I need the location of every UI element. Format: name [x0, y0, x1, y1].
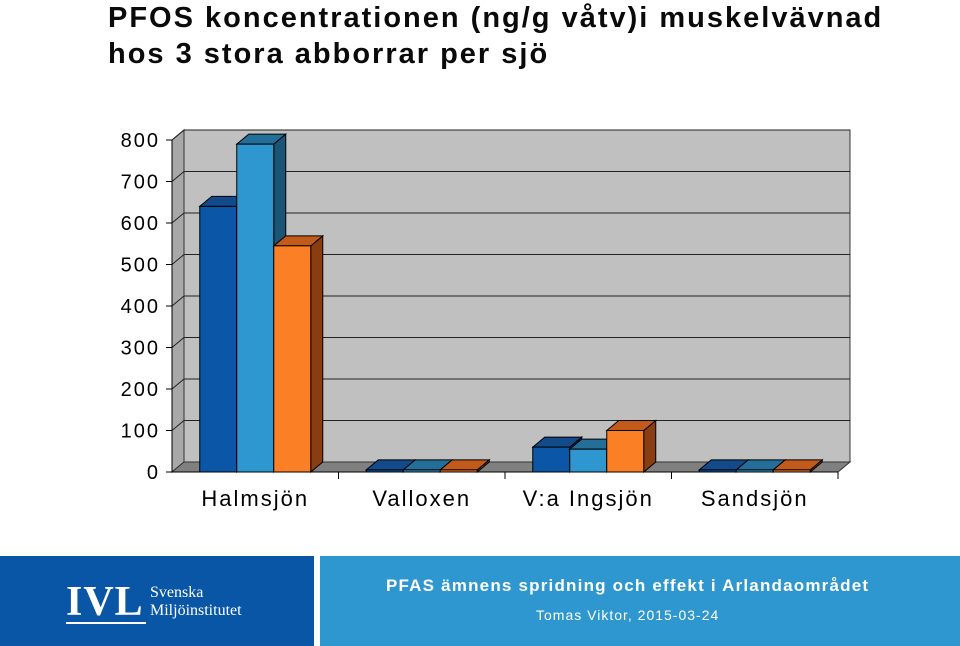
bar-side — [310, 234, 324, 474]
y-tick-label: 800 — [121, 130, 160, 152]
gridline-side — [171, 337, 185, 348]
logo-line-2: Miljöinstitutet — [150, 602, 242, 619]
x-tick-label: Halmsjön — [201, 486, 309, 511]
ivl-logo-underline — [66, 622, 146, 624]
bar — [273, 245, 312, 473]
bar — [772, 469, 811, 473]
y-tick-label: 700 — [121, 172, 160, 194]
ivl-logo: IVL — [66, 579, 144, 625]
y-tick-label: 400 — [121, 296, 160, 318]
bar — [236, 143, 275, 473]
ivl-logo-text: Svenska Miljöinstitutet — [150, 584, 242, 620]
chart-title: PFOS koncentrationen (ng/g våtv)i muskel… — [108, 2, 884, 70]
gridline-side — [171, 378, 185, 390]
bar — [365, 469, 404, 473]
bar-chart: 0 100 200 300 400 500 600 700 800 Halmsjön Valloxe… — [121, 128, 852, 511]
x-tick-label: Sandsjön — [701, 486, 809, 511]
y-tick-label: 200 — [121, 379, 160, 401]
y-tick-label: 100 — [121, 421, 160, 443]
bar — [199, 205, 238, 473]
footer-title: PFAS ämnens spridning och effekt i Arlan… — [386, 576, 870, 595]
gridline-side — [171, 171, 185, 182]
gridline-side — [171, 295, 185, 307]
footer-info-panel: PFAS ämnens spridning och effekt i Arlan… — [320, 556, 960, 646]
logo-line-1: Svenska — [150, 584, 204, 601]
x-tick-label: Valloxen — [372, 486, 471, 511]
y-tick-label: 600 — [121, 213, 160, 235]
x-tick-label: V:a Ingsjön — [523, 486, 654, 511]
footer-logo-panel: IVL Svenska Miljöinstitutet — [0, 556, 314, 646]
bar — [735, 469, 774, 473]
bar — [569, 448, 608, 473]
bar — [402, 469, 441, 473]
footer-subtitle: Tomas Viktor, 2015-03-24 — [536, 607, 720, 623]
bar — [439, 469, 478, 473]
y-tick-label: 0 — [147, 462, 160, 484]
bar — [532, 446, 571, 473]
gridline-side — [171, 212, 185, 224]
bar — [698, 469, 737, 473]
y-tick-label: 300 — [121, 338, 160, 360]
gridline-side — [171, 129, 185, 141]
gridline-side — [171, 420, 185, 431]
bar — [606, 430, 645, 473]
footer: IVL Svenska Miljöinstitutet PFAS ämnens … — [0, 556, 960, 646]
gridline-side — [171, 254, 185, 265]
y-tick-label: 500 — [121, 255, 160, 277]
